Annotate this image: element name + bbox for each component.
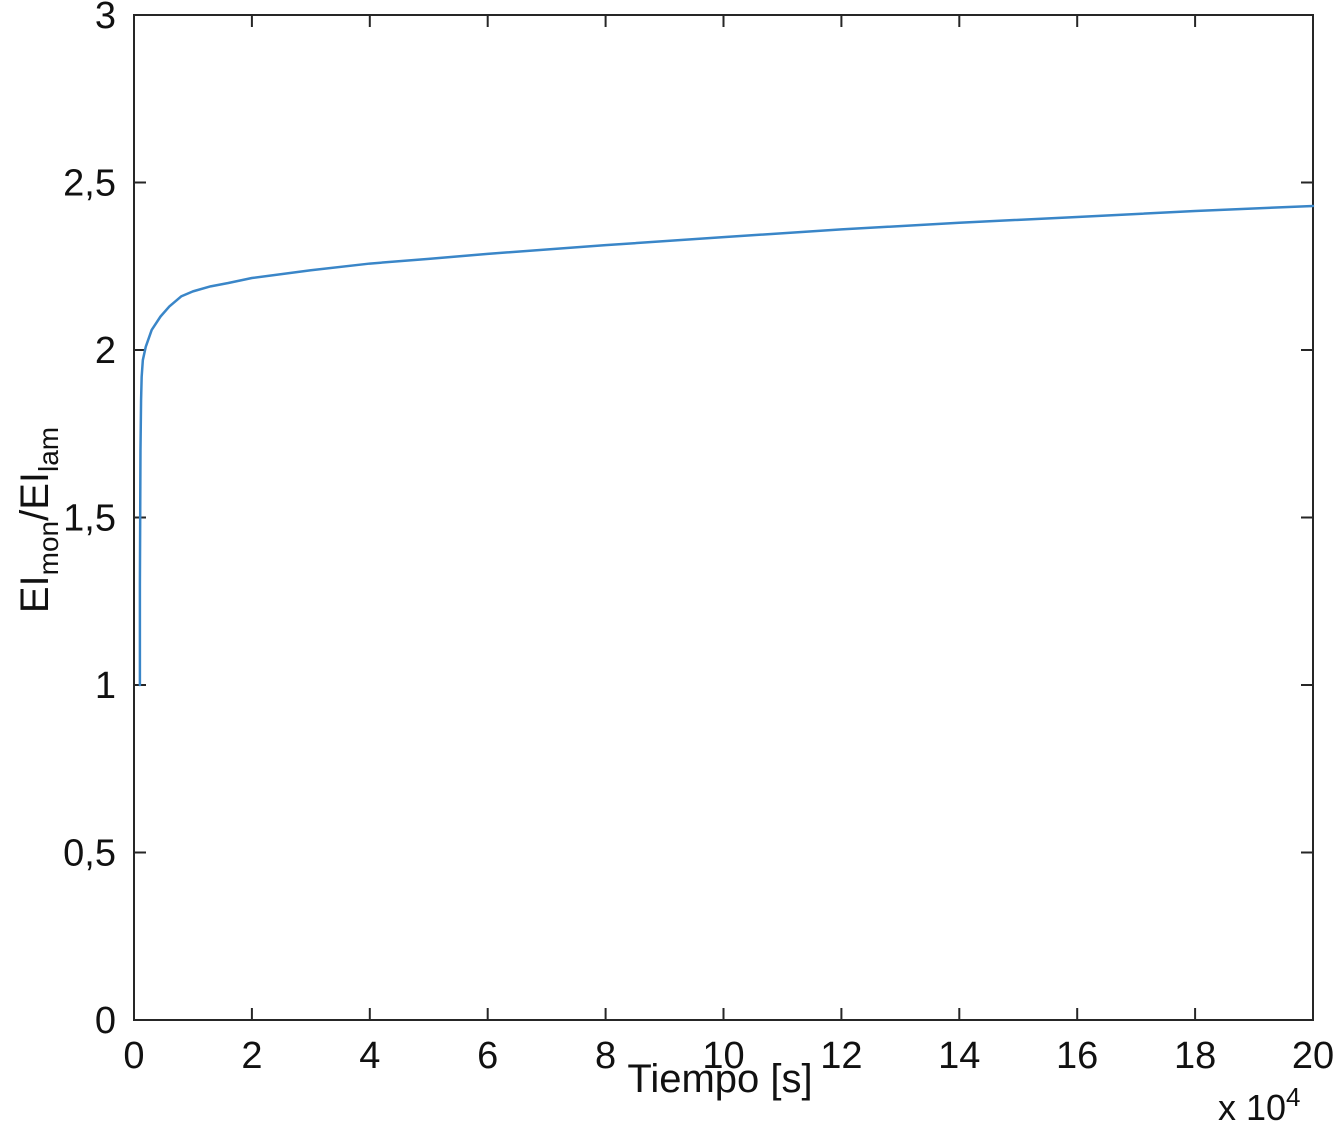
y-title-sub-mon: mon xyxy=(33,521,64,575)
x-axis-title: Tiempo [s] xyxy=(627,1057,812,1101)
x-tick-label: 12 xyxy=(820,1035,862,1077)
x-tick-label: 14 xyxy=(938,1035,980,1077)
y-tick-label: 3 xyxy=(95,0,116,37)
x-tick-label: 16 xyxy=(1056,1035,1098,1077)
y-tick-label: 1 xyxy=(95,665,116,707)
x-tick-label: 4 xyxy=(359,1035,380,1077)
tick-marks xyxy=(133,14,1314,1021)
x-multiplier-base: x 10 xyxy=(1218,1087,1286,1128)
plot-area xyxy=(134,15,1313,1020)
x-tick-labels: 0 2 4 6 8 10 12 14 16 18 20 xyxy=(123,1035,1334,1077)
x-tick-label: 6 xyxy=(477,1035,498,1077)
y-tick-label: 2,5 xyxy=(63,163,116,205)
y-tick-label: 1,5 xyxy=(63,498,116,540)
y-tick-label: 0 xyxy=(95,1000,116,1042)
x-multiplier-exponent: 4 xyxy=(1286,1082,1300,1112)
y-tick-label: 0,5 xyxy=(63,833,116,875)
y-tick-label: 2 xyxy=(95,330,116,372)
y-title-sub-lam: lam xyxy=(33,427,64,472)
x-multiplier-label: x 104 xyxy=(1218,1082,1301,1128)
x-tick-label: 0 xyxy=(123,1035,144,1077)
x-tick-label: 20 xyxy=(1292,1035,1334,1077)
x-tick-label: 2 xyxy=(241,1035,262,1077)
y-title-slash: /EI xyxy=(13,472,57,521)
series-layer xyxy=(138,204,1315,687)
y-title-main: EI xyxy=(13,575,57,613)
series-line-0 xyxy=(138,204,1315,687)
x-tick-label: 18 xyxy=(1174,1035,1216,1077)
plot-frame xyxy=(133,14,1314,1021)
y-axis-title: EImon/EIlam xyxy=(13,427,64,613)
x-tick-label: 8 xyxy=(595,1035,616,1077)
x-tick-label: 10 xyxy=(702,1035,744,1077)
y-tick-labels: 0 0,5 1 1,5 2 2,5 3 xyxy=(63,0,116,1042)
